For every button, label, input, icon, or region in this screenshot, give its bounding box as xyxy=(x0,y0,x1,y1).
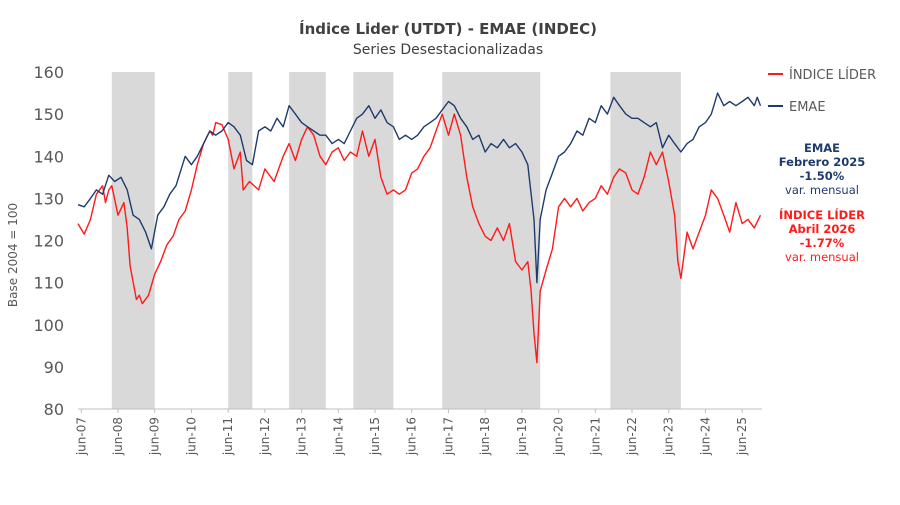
annotation-emae-period: Febrero 2025 xyxy=(779,155,865,169)
x-tick-label-jun-18: jun-18 xyxy=(478,417,492,456)
series-line-indice-lider xyxy=(77,113,762,364)
x-tick-label-jun-16: jun-16 xyxy=(405,417,419,456)
chart-title: Índice Lider (UTDT) - EMAE (INDEC) xyxy=(299,19,597,38)
annotation-lider: ÍNDICE LÍDER Abril 2026 -1.77% var. mens… xyxy=(779,207,865,264)
x-tick-label-jun-12: jun-12 xyxy=(258,417,272,456)
annotation-emae-value: -1.50% xyxy=(800,169,845,183)
x-tick-label-jun-22: jun-22 xyxy=(625,417,639,456)
recession-band-3 xyxy=(289,72,326,409)
y-tick-label-80: 80 xyxy=(44,400,64,419)
x-tick-label-jun-20: jun-20 xyxy=(552,417,566,456)
series-line-emae xyxy=(77,92,762,284)
recession-band-4 xyxy=(353,72,394,409)
recession-band-1 xyxy=(111,72,155,409)
chart-subtitle: Series Desestacionalizadas xyxy=(353,42,543,58)
annotation-emae-unit: var. mensual xyxy=(785,183,859,197)
x-tick-label-jun-11: jun-11 xyxy=(221,417,235,456)
y-tick-label-120: 120 xyxy=(33,232,64,251)
x-tick-labels: jun-07 jun-08 jun-09 jun-10 jun-11 jun-12 jun-… xyxy=(74,409,749,456)
x-tick-label-jun-08: jun-08 xyxy=(111,417,125,456)
x-tick-label-jun-15: jun-15 xyxy=(368,417,382,456)
recession-band-6 xyxy=(610,72,681,409)
y-tick-labels: 80 90 100 110 120 130 140 150 160 xyxy=(33,63,64,419)
annotation-emae: EMAE Febrero 2025 -1.50% var. mensual xyxy=(779,141,865,197)
annotation-lider-period: Abril 2026 xyxy=(789,222,856,236)
y-tick-label-150: 150 xyxy=(33,105,64,124)
x-tick-label-jun-10: jun-10 xyxy=(184,417,198,456)
y-tick-label-160: 160 xyxy=(33,63,64,82)
y-tick-label-140: 140 xyxy=(33,147,64,166)
legend-label-emae: EMAE xyxy=(789,100,826,115)
y-tick-label-130: 130 xyxy=(33,189,64,208)
legend: ÍNDICE LÍDER EMAE xyxy=(768,67,876,115)
x-tick-label-jun-25: jun-25 xyxy=(735,417,749,456)
x-tick-label-jun-24: jun-24 xyxy=(698,417,712,456)
annotation-lider-title: ÍNDICE LÍDER xyxy=(779,207,865,222)
x-tick-label-jun-13: jun-13 xyxy=(295,417,309,456)
series-lines xyxy=(77,92,762,364)
y-axis-label: Base 2004 = 100 xyxy=(6,203,20,307)
annotation-lider-value: -1.77% xyxy=(800,236,845,250)
x-tick-label-jun-23: jun-23 xyxy=(662,417,676,456)
x-tick-label-jun-09: jun-09 xyxy=(148,417,162,456)
recession-band-2 xyxy=(228,72,253,409)
y-tick-label-90: 90 xyxy=(44,358,64,377)
x-tick-label-jun-19: jun-19 xyxy=(515,417,529,456)
x-tick-label-jun-14: jun-14 xyxy=(331,417,345,456)
y-tick-label-100: 100 xyxy=(33,316,64,335)
annotation-lider-unit: var. mensual xyxy=(785,250,859,264)
annotation-emae-title: EMAE xyxy=(804,141,840,155)
x-tick-label-jun-07: jun-07 xyxy=(74,417,88,456)
legend-label-indice-lider: ÍNDICE LÍDER xyxy=(789,67,876,83)
x-tick-label-jun-21: jun-21 xyxy=(588,417,602,456)
x-tick-label-jun-17: jun-17 xyxy=(441,417,455,456)
y-tick-label-110: 110 xyxy=(33,274,64,293)
